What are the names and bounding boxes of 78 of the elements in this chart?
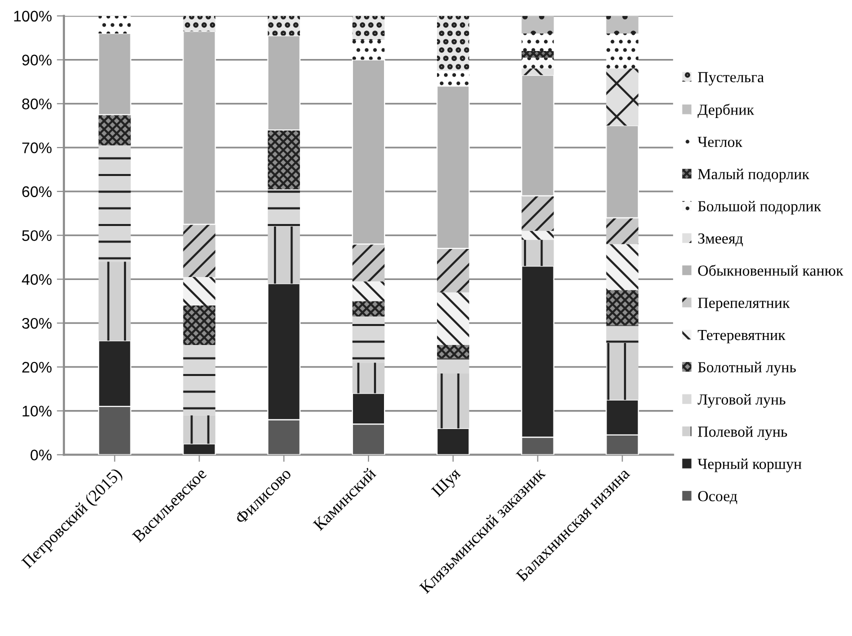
bar bbox=[606, 125, 639, 218]
bar bbox=[268, 130, 300, 190]
bar bbox=[182, 443, 216, 455]
bar bbox=[522, 240, 554, 266]
bar bbox=[606, 290, 638, 326]
bar bbox=[606, 218, 638, 244]
bar bbox=[183, 415, 216, 444]
bar bbox=[522, 230, 554, 240]
bar bbox=[183, 277, 216, 306]
y-tick-label: 20% bbox=[22, 362, 52, 373]
bar bbox=[98, 32, 132, 116]
bar bbox=[522, 16, 554, 34]
legend-label: Чеглок bbox=[698, 136, 742, 148]
y-tick-label: 50% bbox=[22, 230, 52, 242]
bar bbox=[606, 342, 638, 400]
bar bbox=[606, 68, 638, 126]
bar bbox=[98, 16, 131, 34]
bar bbox=[268, 226, 300, 284]
bar bbox=[437, 16, 470, 71]
bar bbox=[606, 33, 638, 69]
legend-label: Тетеревятник bbox=[698, 330, 786, 344]
y-tick-label: 10% bbox=[22, 406, 52, 417]
bar bbox=[437, 358, 470, 374]
bar bbox=[183, 345, 216, 416]
bar bbox=[436, 86, 470, 250]
y-tick-label: 80% bbox=[22, 98, 52, 110]
legend-label: Малый подорлик bbox=[698, 168, 810, 182]
bar bbox=[437, 345, 470, 358]
legend-label: Перепелятник bbox=[698, 298, 790, 312]
bar bbox=[182, 30, 216, 225]
y-tick-label: 0% bbox=[30, 450, 52, 460]
y-tick-label: 60% bbox=[22, 186, 52, 198]
legend-label: Осоед bbox=[698, 491, 738, 504]
bar bbox=[437, 292, 470, 346]
bar bbox=[436, 428, 470, 455]
bar bbox=[352, 301, 385, 317]
bar bbox=[183, 16, 216, 32]
bar bbox=[352, 59, 386, 245]
bar bbox=[352, 281, 385, 302]
legend-label: Змееяд bbox=[698, 233, 743, 246]
bar bbox=[522, 33, 554, 52]
legend-label: Полевой лунь bbox=[698, 426, 788, 440]
bar bbox=[352, 244, 385, 282]
bar bbox=[98, 262, 131, 341]
legend-label: Большой подорлик bbox=[698, 200, 822, 215]
bar bbox=[522, 51, 554, 58]
bar bbox=[98, 114, 131, 146]
bar bbox=[352, 40, 385, 60]
legend-label: Дербник bbox=[698, 104, 754, 118]
bar bbox=[522, 58, 554, 69]
bar bbox=[268, 189, 300, 227]
bar bbox=[522, 68, 554, 76]
legend-label: Болотный лунь bbox=[698, 362, 796, 376]
bar bbox=[521, 74, 554, 196]
legend-label: Пустельга bbox=[698, 72, 764, 86]
bar bbox=[98, 145, 131, 262]
bar bbox=[352, 362, 385, 394]
bar bbox=[437, 248, 470, 292]
bar bbox=[183, 306, 216, 346]
y-tick-label: 30% bbox=[22, 318, 52, 329]
bar bbox=[267, 35, 301, 131]
y-tick-label: 40% bbox=[22, 274, 52, 285]
y-tick-label: 70% bbox=[22, 142, 52, 154]
bar bbox=[522, 196, 554, 231]
bar bbox=[352, 16, 385, 40]
y-tick-label: 100% bbox=[14, 10, 52, 22]
legend-label: Луговой лунь bbox=[698, 394, 786, 408]
bar bbox=[606, 16, 638, 34]
bar bbox=[606, 325, 638, 343]
legend-label: Черный коршун bbox=[698, 458, 802, 472]
bar bbox=[183, 224, 216, 278]
y-tick-label: 90% bbox=[22, 54, 52, 66]
bar bbox=[606, 244, 638, 290]
legend-label: Обыкновенный канюк bbox=[698, 264, 844, 276]
bar bbox=[437, 374, 470, 428]
bar bbox=[352, 316, 385, 363]
bar bbox=[268, 16, 300, 36]
x-tick-label: Шуя bbox=[430, 467, 464, 500]
